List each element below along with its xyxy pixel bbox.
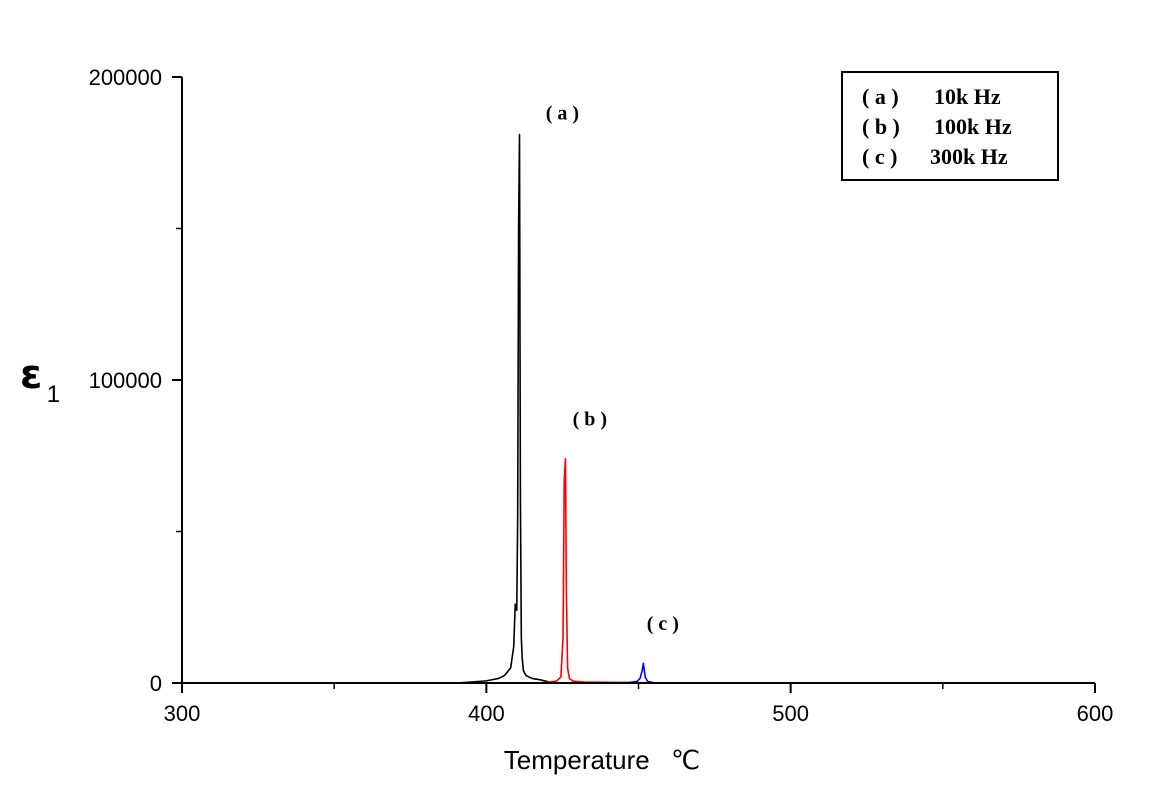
- y-tick-label: 100000: [89, 368, 162, 393]
- x-tick-label: 400: [468, 701, 505, 726]
- legend-entry-a-tag: ( a ): [862, 84, 899, 109]
- y-axis-title-symbol: ε: [20, 352, 42, 398]
- tick-labels: 300 400 500 600 0 100000 200000: [89, 65, 1114, 726]
- legend-entry-b-tag: ( b ): [862, 114, 900, 139]
- x-tick-label: 500: [772, 701, 809, 726]
- peak-label-b: ( b ): [573, 408, 607, 430]
- series-line-b: [182, 457, 669, 684]
- legend: ( a ) 10k Hz ( b ) 100k Hz ( c ) 300k Hz: [841, 71, 1059, 181]
- series-line-c: [182, 662, 791, 684]
- series-line-a: [182, 133, 554, 684]
- y-tick-label: 200000: [89, 65, 162, 90]
- plot-area: [182, 133, 791, 684]
- y-axis-title: ε 1: [20, 352, 60, 408]
- legend-entry-c-tag: ( c ): [862, 144, 897, 169]
- legend-entry-c-text: 300k Hz: [930, 144, 1008, 169]
- x-tick-label: 600: [1077, 701, 1114, 726]
- legend-entry-b-text: 100k Hz: [934, 114, 1012, 139]
- legend-entry-b: ( b ) 100k Hz: [862, 114, 1012, 139]
- x-axis-unit: ℃: [671, 745, 700, 775]
- x-tick-label: 300: [164, 701, 201, 726]
- legend-entry-a-text: 10k Hz: [934, 84, 1001, 109]
- legend-entry-c: ( c ) 300k Hz: [862, 144, 1008, 169]
- x-axis-title-text: Temperature: [504, 745, 650, 775]
- legend-entry-a: ( a ) 10k Hz: [862, 84, 1001, 109]
- y-tick-label: 0: [150, 671, 162, 696]
- legend-box: [841, 71, 1059, 181]
- peak-label-a: ( a ): [546, 102, 579, 124]
- annotations-layer: ( a ) ( b ) ( c ): [546, 102, 679, 635]
- ticks-layer: [172, 76, 1096, 693]
- x-axis-title: Temperature ℃: [504, 745, 700, 775]
- y-axis-title-subscript: 1: [47, 381, 60, 408]
- peak-label-c: ( c ): [647, 613, 679, 635]
